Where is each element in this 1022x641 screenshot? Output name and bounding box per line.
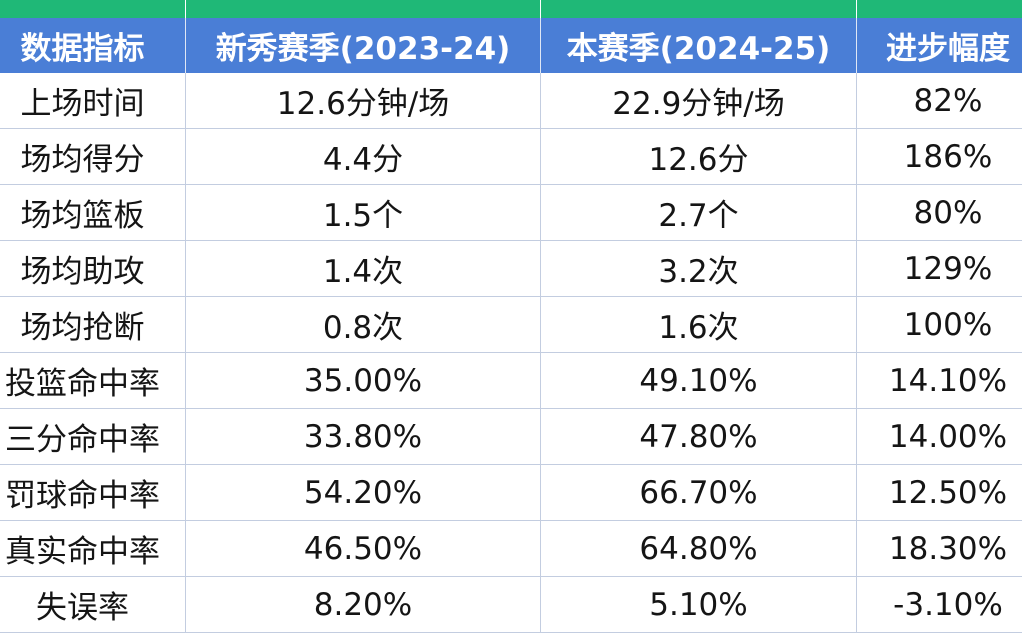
column-strip	[857, 0, 1022, 18]
table-cell: 8.20%	[186, 577, 541, 633]
table-cell: 1.5个	[186, 185, 541, 241]
table-cell: 场均篮板	[0, 185, 186, 241]
table-cell: 12.50%	[857, 465, 1022, 521]
header-cell: 本赛季(2024-25)	[541, 18, 857, 73]
table-cell: 三分命中率	[0, 409, 186, 465]
table-cell: 4.4分	[186, 129, 541, 185]
header-cell: 进步幅度	[857, 18, 1022, 73]
table-cell: 46.50%	[186, 521, 541, 577]
table-cell: 35.00%	[186, 353, 541, 409]
table-cell: 22.9分钟/场	[541, 73, 857, 129]
table-cell: 47.80%	[541, 409, 857, 465]
table-cell: 54.20%	[186, 465, 541, 521]
table-cell: 罚球命中率	[0, 465, 186, 521]
table-cell: 33.80%	[186, 409, 541, 465]
table-cell: 场均助攻	[0, 241, 186, 297]
table-cell: 186%	[857, 129, 1022, 185]
header-cell: 新秀赛季(2023-24)	[186, 18, 541, 73]
table-cell: 129%	[857, 241, 1022, 297]
table-cell: 49.10%	[541, 353, 857, 409]
table-cell: 场均抢断	[0, 297, 186, 353]
table-cell: 失误率	[0, 577, 186, 633]
column-strip	[0, 0, 185, 18]
table-cell: 14.10%	[857, 353, 1022, 409]
column-strip	[186, 0, 540, 18]
table-cell: 66.70%	[541, 465, 857, 521]
table-cell: 80%	[857, 185, 1022, 241]
table-cell: 1.4次	[186, 241, 541, 297]
table-cell: 18.30%	[857, 521, 1022, 577]
table-cell: 12.6分	[541, 129, 857, 185]
table-cell: 100%	[857, 297, 1022, 353]
table-cell: 12.6分钟/场	[186, 73, 541, 129]
table-cell: 0.8次	[186, 297, 541, 353]
header-cell: 数据指标	[0, 18, 186, 73]
table-cell: -3.10%	[857, 577, 1022, 633]
table-cell: 真实命中率	[0, 521, 186, 577]
table-cell: 1.6次	[541, 297, 857, 353]
table-cell: 3.2次	[541, 241, 857, 297]
table-cell: 64.80%	[541, 521, 857, 577]
table-cell: 上场时间	[0, 73, 186, 129]
column-strip	[541, 0, 856, 18]
table-cell: 2.7个	[541, 185, 857, 241]
table-cell: 5.10%	[541, 577, 857, 633]
table-cell: 场均得分	[0, 129, 186, 185]
table-cell: 14.00%	[857, 409, 1022, 465]
table-cell: 投篮命中率	[0, 353, 186, 409]
table-cell: 82%	[857, 73, 1022, 129]
